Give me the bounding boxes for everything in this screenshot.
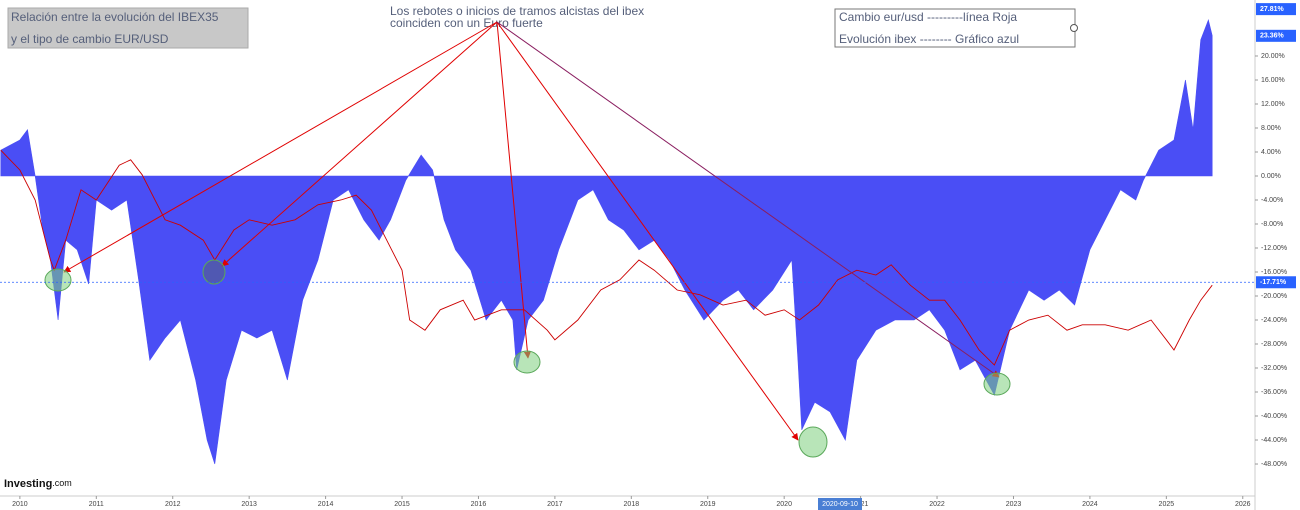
arrow bbox=[496, 21, 799, 441]
x-tick-label: 2025 bbox=[1159, 501, 1175, 508]
arrow bbox=[496, 21, 531, 359]
crosshair-label: 2020-09-10 bbox=[822, 501, 858, 508]
y-tick-label: -24.00% bbox=[1261, 317, 1287, 324]
x-tick-label: 2014 bbox=[318, 501, 334, 508]
crosshair-tag bbox=[818, 498, 862, 510]
title-line: y el tipo de cambio EUR/USD bbox=[11, 32, 169, 46]
y-tick-label: -48.00% bbox=[1261, 461, 1287, 468]
y-tick-label: -4.00% bbox=[1261, 197, 1283, 204]
price-tag bbox=[1256, 29, 1296, 42]
line bbox=[0, 149, 1213, 366]
title-line: Relación entre la evolución del IBEX35 bbox=[11, 10, 219, 24]
highlight bbox=[983, 372, 1011, 396]
y-tick-label: -32.00% bbox=[1261, 365, 1287, 372]
highlights bbox=[44, 259, 1011, 458]
brand-suffix: .com bbox=[52, 478, 72, 488]
x-tick-label: 2022 bbox=[929, 501, 945, 508]
highlight bbox=[202, 259, 226, 285]
legend-box bbox=[834, 8, 1076, 48]
highlight bbox=[798, 426, 828, 458]
y-tick-label: -40.00% bbox=[1261, 413, 1287, 420]
x-tick-label: 2015 bbox=[394, 501, 410, 508]
y-tick-label: -16.00% bbox=[1261, 269, 1287, 276]
x-tick-label: 2011 bbox=[89, 501, 104, 508]
annotation-line: Los rebotes o inicios de tramos alcistas… bbox=[390, 4, 644, 18]
plot-area bbox=[0, 18, 1213, 465]
price-tag-label: 27.81% bbox=[1260, 6, 1285, 13]
x-tick-label: 2013 bbox=[241, 501, 257, 508]
x-tick-label: 2020 bbox=[776, 501, 792, 508]
y-tick-label: -44.00% bbox=[1261, 437, 1287, 444]
area bbox=[0, 18, 1213, 465]
arrows bbox=[63, 21, 1000, 441]
y-tick-label: -28.00% bbox=[1261, 341, 1287, 348]
y-tick-label: 12.00% bbox=[1261, 101, 1285, 108]
x-tick-label: 2017 bbox=[547, 501, 563, 508]
y-tick-label: -20.00% bbox=[1261, 293, 1287, 300]
price-tag bbox=[1256, 3, 1296, 16]
price-tag-label: -17.71% bbox=[1260, 279, 1287, 286]
price-tag-label: 23.36% bbox=[1260, 33, 1285, 40]
y-tick-label: 16.00% bbox=[1261, 77, 1285, 84]
legend-handle bbox=[1070, 24, 1078, 32]
y-tick-label: -12.00% bbox=[1261, 245, 1287, 252]
arrow bbox=[496, 21, 1000, 378]
x-tick-label: 2023 bbox=[1006, 501, 1022, 508]
x-tick-label: 2026 bbox=[1235, 501, 1251, 508]
annotation-line: coinciden con un Euro fuerte bbox=[390, 16, 543, 30]
y-tick-label: 4.00% bbox=[1261, 149, 1281, 156]
legend-line: Cambio eur/usd ---------línea Roja bbox=[839, 10, 1017, 24]
x-tick-label: 2018 bbox=[624, 501, 640, 508]
highlight bbox=[513, 350, 541, 374]
x-tick-label: 2012 bbox=[165, 501, 181, 508]
highlight bbox=[44, 268, 72, 292]
arrow bbox=[221, 21, 498, 267]
brand: Investing.com bbox=[4, 478, 72, 490]
legend-line: Evolución ibex -------- Gráfico azul bbox=[839, 32, 1019, 46]
arrow bbox=[63, 21, 498, 273]
x-tick-label: 2010 bbox=[12, 501, 28, 508]
title-box bbox=[7, 7, 249, 49]
y-tick-label: 8.00% bbox=[1261, 125, 1281, 132]
brand-name: Investing bbox=[4, 478, 52, 490]
y-tick-label: -36.00% bbox=[1261, 389, 1287, 396]
x-tick-label: 2024 bbox=[1082, 501, 1098, 508]
y-tick-label: 0.00% bbox=[1261, 173, 1281, 180]
y-tick-label: -8.00% bbox=[1261, 221, 1283, 228]
x-tick-label: 2019 bbox=[700, 501, 716, 508]
x-tick-label: 2016 bbox=[471, 501, 487, 508]
price-tag bbox=[1256, 276, 1296, 289]
y-tick-label: 20.00% bbox=[1261, 53, 1285, 60]
